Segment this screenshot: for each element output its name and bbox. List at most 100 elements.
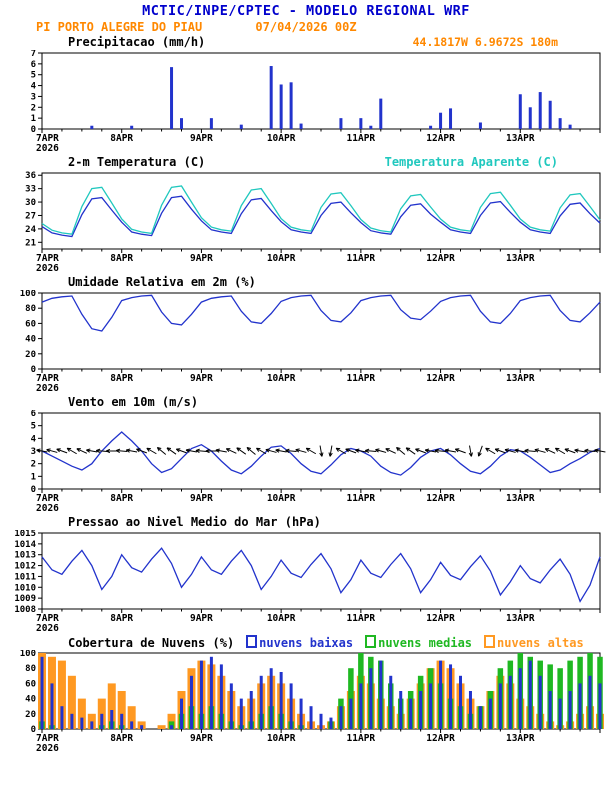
legend-item-high-clouds: nuvens altas — [484, 635, 584, 650]
svg-text:4: 4 — [31, 434, 37, 444]
svg-text:1010: 1010 — [14, 583, 36, 593]
svg-text:0: 0 — [31, 725, 36, 735]
svg-text:1011: 1011 — [14, 572, 36, 582]
svg-text:11APR: 11APR — [347, 253, 376, 264]
svg-text:1014: 1014 — [14, 540, 36, 550]
svg-text:80: 80 — [25, 664, 36, 674]
svg-text:13APR: 13APR — [506, 493, 535, 504]
svg-text:9APR: 9APR — [190, 253, 213, 264]
svg-text:33: 33 — [25, 185, 36, 195]
svg-text:12APR: 12APR — [426, 493, 455, 504]
svg-text:9APR: 9APR — [190, 493, 213, 504]
svg-text:11APR: 11APR — [347, 493, 376, 504]
svg-text:7APR: 7APR — [36, 613, 59, 624]
svg-text:1009: 1009 — [14, 594, 36, 604]
svg-text:27: 27 — [25, 211, 36, 221]
panel-title-humidity: Umidade Relativa em 2m (%) — [68, 275, 256, 289]
svg-text:11APR: 11APR — [347, 733, 376, 744]
station-run-line: PI PORTO ALEGRE DO PIAU 07/04/2026 00Z — [0, 20, 612, 34]
meteogram-page: MCTIC/INPE/CPTEC - MODELO REGIONAL WRF P… — [0, 3, 612, 754]
svg-text:10APR: 10APR — [267, 253, 296, 264]
svg-text:9APR: 9APR — [190, 373, 213, 384]
svg-text:10APR: 10APR — [267, 373, 296, 384]
svg-text:1: 1 — [31, 472, 36, 482]
model-title: MCTIC/INPE/CPTEC - MODELO REGIONAL WRF — [142, 3, 470, 19]
svg-text:8APR: 8APR — [110, 733, 133, 744]
svg-text:10APR: 10APR — [267, 613, 296, 624]
panel-pressure: Pressao ao Nivel Medio do Mar (hPa) 1008… — [0, 515, 612, 634]
svg-text:12APR: 12APR — [426, 373, 455, 384]
panel-precipitation: Precipitacao (mm/h) 44.1817W 6.9672S 180… — [0, 35, 612, 154]
panel-title-temperature: 2-m Temperatura (C) — [68, 155, 206, 169]
svg-text:6: 6 — [31, 410, 36, 419]
svg-text:8APR: 8APR — [110, 253, 133, 264]
svg-text:11APR: 11APR — [347, 613, 376, 624]
svg-text:100: 100 — [20, 290, 36, 299]
svg-text:24: 24 — [25, 225, 36, 235]
svg-text:2: 2 — [31, 103, 36, 113]
svg-text:12APR: 12APR — [426, 613, 455, 624]
panel-title-clouds: Cobertura de Nuvens (%) — [68, 635, 235, 650]
svg-text:12APR: 12APR — [426, 253, 455, 264]
svg-text:8APR: 8APR — [110, 613, 133, 624]
station-coordinates: 44.1817W 6.9672S 180m — [412, 35, 558, 49]
svg-text:2026: 2026 — [36, 263, 59, 274]
svg-text:11APR: 11APR — [347, 373, 376, 384]
svg-text:10APR: 10APR — [267, 493, 296, 504]
svg-text:21: 21 — [25, 238, 36, 248]
svg-text:11APR: 11APR — [347, 133, 376, 144]
svg-text:60: 60 — [25, 319, 36, 329]
svg-text:2026: 2026 — [36, 743, 59, 754]
panel-wind: Vento em 10m (m/s) 0 1 2 3 4 5 6 7APR 2026 8APR 9A… — [0, 395, 612, 514]
svg-text:6: 6 — [31, 60, 36, 70]
svg-text:1013: 1013 — [14, 551, 36, 561]
svg-text:9APR: 9APR — [190, 133, 213, 144]
panel-title-wind: Vento em 10m (m/s) — [68, 395, 199, 409]
panel-title-precipitation: Precipitacao (mm/h) — [68, 35, 206, 49]
svg-text:100: 100 — [20, 650, 36, 659]
panel-temperature: 2-m Temperatura (C) Temperatura Aparente… — [0, 155, 612, 274]
svg-text:2026: 2026 — [36, 383, 59, 394]
svg-text:13APR: 13APR — [506, 373, 535, 384]
svg-text:13APR: 13APR — [506, 733, 535, 744]
svg-text:60: 60 — [25, 679, 36, 689]
svg-text:2026: 2026 — [36, 623, 59, 634]
run-datetime: 07/04/2026 00Z — [255, 20, 357, 34]
panel-humidity: Umidade Relativa em 2m (%) 0 20 40 60 80 100 7… — [0, 275, 612, 394]
legend-label-high-clouds: nuvens altas — [497, 636, 584, 650]
svg-text:0: 0 — [31, 125, 36, 135]
svg-text:13APR: 13APR — [506, 253, 535, 264]
legend-item-mid-clouds: nuvens medias — [365, 635, 472, 650]
svg-text:4: 4 — [31, 82, 37, 92]
apparent-temperature-label: Temperatura Aparente (C) — [384, 155, 558, 169]
svg-text:36: 36 — [25, 171, 36, 181]
svg-text:0: 0 — [31, 365, 36, 375]
svg-text:40: 40 — [25, 335, 36, 345]
svg-text:40: 40 — [25, 695, 36, 705]
svg-text:80: 80 — [25, 304, 36, 314]
low-clouds-swatch-icon — [246, 635, 258, 648]
svg-text:0: 0 — [31, 485, 36, 495]
svg-text:1: 1 — [31, 114, 36, 124]
svg-text:13APR: 13APR — [506, 133, 535, 144]
legend-label-mid-clouds: nuvens medias — [378, 636, 473, 650]
mid-clouds-swatch-icon — [365, 635, 377, 648]
svg-text:5: 5 — [31, 71, 36, 81]
svg-text:7: 7 — [31, 50, 36, 59]
svg-text:12APR: 12APR — [426, 733, 455, 744]
svg-text:7APR: 7APR — [36, 373, 59, 384]
svg-text:7APR: 7APR — [36, 253, 59, 264]
svg-text:8APR: 8APR — [110, 493, 133, 504]
panel-title-pressure: Pressao ao Nivel Medio do Mar (hPa) — [68, 515, 321, 529]
svg-text:3: 3 — [31, 92, 36, 102]
svg-text:10APR: 10APR — [267, 733, 296, 744]
svg-text:2: 2 — [31, 460, 36, 470]
svg-text:7APR: 7APR — [36, 133, 59, 144]
legend-item-low-clouds: nuvens baixas — [246, 635, 353, 650]
